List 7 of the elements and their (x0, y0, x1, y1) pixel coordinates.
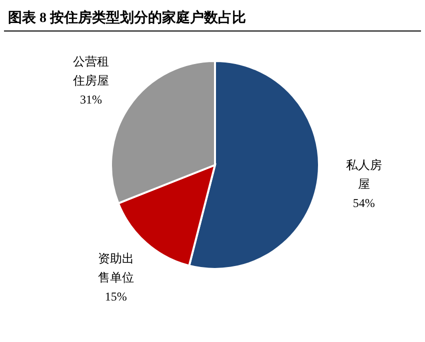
slice-label: 资助出售单位 (98, 252, 134, 285)
data-label: 31% (80, 92, 102, 107)
slice-label: 私人房屋 (346, 158, 382, 191)
data-label: 54% (352, 196, 375, 210)
data-label: 15% (104, 290, 127, 304)
slice-label: 公营租住房屋 (72, 54, 109, 88)
chart-title: 图表 8 按住房类型划分的家庭户数占比 (8, 9, 246, 26)
